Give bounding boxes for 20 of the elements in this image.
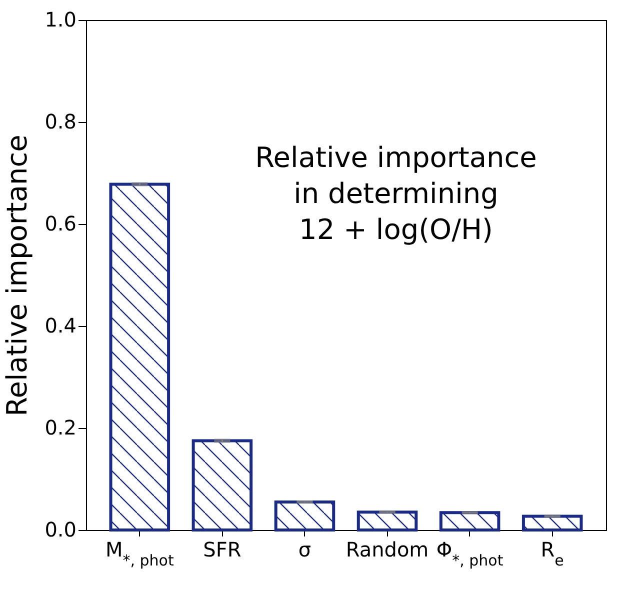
- bar: [192, 439, 253, 532]
- y-tick-label: 1.0: [44, 8, 76, 32]
- y-tick-label: 0.4: [44, 314, 76, 338]
- x-tick-label: M$_{*, phot}$: [105, 538, 174, 570]
- x-tick-label: SFR: [203, 538, 242, 562]
- y-tick-label: 0.2: [44, 416, 76, 440]
- bar: [522, 514, 583, 532]
- y-tick-label: 0.8: [44, 110, 76, 134]
- annotation: Relative importance in determining 12 + log(O/H): [255, 141, 537, 246]
- y-tick-label: 0.6: [44, 212, 76, 236]
- x-tick-label: Random: [346, 538, 429, 562]
- x-tick-label: σ: [298, 538, 312, 562]
- y-axis-title: Relative importance: [0, 134, 34, 416]
- x-tick-label: Φ$_{*, phot}$: [436, 538, 504, 570]
- y-tick-label: 0.0: [44, 518, 76, 542]
- bar: [109, 182, 170, 532]
- bar: [439, 511, 500, 532]
- bar: [274, 500, 336, 532]
- x-tick-label: R$_{e}$: [540, 538, 564, 570]
- bar: [356, 510, 418, 532]
